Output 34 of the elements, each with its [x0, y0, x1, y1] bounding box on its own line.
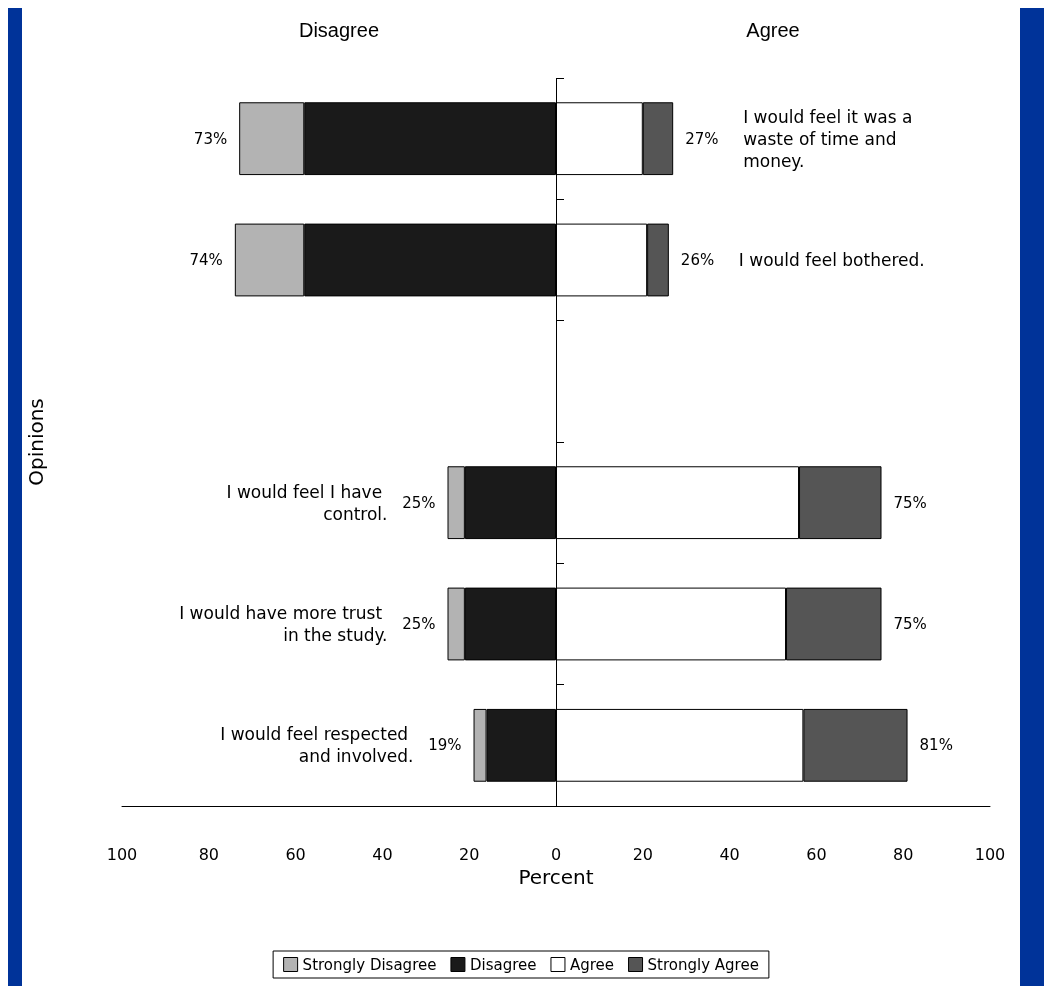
y-tick-label: I would have more trust in the study.	[179, 603, 388, 645]
annotation: 25%	[402, 615, 436, 633]
x-tick-label: 20	[632, 844, 653, 864]
annotation: 19%	[428, 736, 462, 755]
x-tick-label: 80	[893, 844, 914, 864]
x-tick-label: 60	[285, 844, 306, 864]
x-tick-label: 60	[806, 844, 827, 864]
annotation: 26%	[680, 251, 715, 269]
annotation: 75%	[893, 615, 927, 633]
x-tick-label: 100	[106, 844, 138, 864]
legend-label: Strongly Agree	[647, 955, 759, 974]
text: Disagree	[298, 19, 380, 41]
annotation: 27%	[685, 129, 719, 148]
y-tick-label: I would feel bothered.	[738, 250, 925, 270]
legend-label: Agree	[569, 955, 615, 974]
legend-label: Strongly Disagree	[302, 955, 437, 974]
x-axis-title: Percent	[518, 864, 594, 889]
x-tick-label: 40	[372, 844, 393, 864]
y-tick-label: I would feel it was a waste of time and money.	[743, 106, 918, 171]
text: Agree	[746, 19, 800, 41]
x-tick-label: 20	[459, 844, 480, 864]
annotation: 75%	[893, 493, 927, 512]
y-tick-label: I would feel respected and involved.	[220, 724, 414, 767]
annotation: 74%	[189, 251, 223, 269]
x-tick-label: 80	[198, 844, 219, 864]
legend-label: Disagree	[469, 955, 537, 974]
x-tick-label: 100	[974, 844, 1006, 864]
x-tick-label: 0	[550, 844, 562, 864]
y-tick-label: I would feel I have control.	[226, 481, 388, 524]
annotation: 81%	[919, 736, 953, 755]
annotation: 73%	[193, 129, 228, 148]
annotation: 25%	[402, 493, 436, 512]
y-axis-title: Opinions	[24, 398, 48, 486]
x-tick-label: 40	[719, 844, 740, 864]
